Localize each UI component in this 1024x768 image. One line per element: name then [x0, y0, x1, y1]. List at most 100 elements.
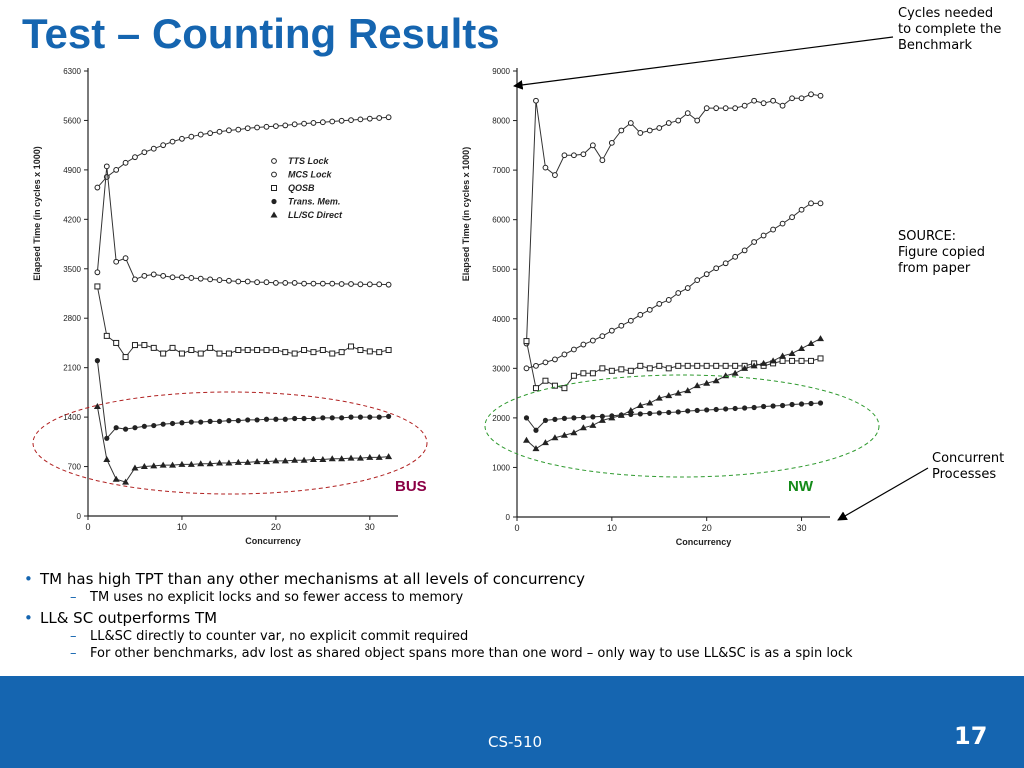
data-point [366, 348, 373, 355]
data-point [169, 274, 176, 281]
data-point [282, 416, 288, 422]
legend-label: QOSB [288, 183, 315, 193]
data-point [770, 97, 776, 104]
data-point [551, 382, 558, 389]
data-point [817, 335, 825, 342]
data-point [319, 280, 326, 287]
data-point [291, 280, 298, 286]
data-point [694, 407, 700, 414]
series-ll-sc-direct [93, 403, 393, 485]
data-point [319, 119, 326, 126]
series-trans-mem- [94, 358, 392, 441]
data-point [646, 365, 653, 372]
data-point [347, 454, 355, 461]
y-tick-label: 6000 [492, 216, 510, 225]
data-point [732, 362, 739, 369]
data-point [789, 214, 795, 221]
data-point [542, 359, 549, 366]
data-point [551, 434, 559, 441]
y-tick-label: 3500 [63, 265, 81, 274]
data-point [291, 121, 298, 128]
data-point [338, 281, 345, 287]
data-point [599, 157, 606, 164]
data-point [751, 239, 758, 245]
data-point [637, 411, 643, 417]
data-point [132, 276, 138, 283]
series-line [97, 116, 389, 188]
data-point [150, 462, 158, 469]
cycles-annotation-line: to complete the [898, 22, 1002, 37]
dash-marker: – [70, 646, 77, 661]
data-point [188, 133, 195, 140]
concurrent-annotation-line: Concurrent [932, 451, 1005, 466]
data-point [808, 400, 814, 407]
data-point [281, 457, 289, 464]
data-point [561, 351, 568, 358]
data-point [522, 436, 530, 443]
chart-legend: TTS Lock MCS Lock QOSB Trans. Mem. LL/SC Dir… [270, 156, 343, 220]
data-point [94, 269, 101, 276]
data-point [646, 399, 654, 406]
series-line [526, 202, 821, 369]
bullet-item: • TM has high TPT than any other mechanis… [22, 570, 1012, 588]
data-point [93, 403, 101, 410]
y-tick-label: 4900 [63, 166, 81, 175]
data-point [197, 131, 204, 138]
data-point [656, 410, 662, 416]
y-tick-label: 1000 [492, 463, 510, 472]
data-point [104, 435, 110, 441]
data-point [94, 184, 101, 191]
data-point [150, 271, 157, 278]
data-point [589, 337, 596, 344]
y-tick-label: 1400 [63, 413, 81, 422]
series-trans-mem- [523, 400, 824, 433]
data-point [301, 280, 307, 287]
course-label: CS-510 [488, 733, 543, 751]
data-point [197, 275, 204, 282]
page-number: 17 [954, 722, 988, 750]
data-point [817, 92, 824, 99]
data-point [253, 458, 261, 465]
y-axis-label: Elapsed Time (in cycles x 1000) [32, 146, 42, 280]
data-point [273, 416, 279, 422]
data-point [751, 404, 757, 411]
data-point [244, 458, 252, 465]
series-line [96, 360, 389, 440]
data-point [675, 409, 681, 415]
y-tick-label: 6300 [63, 67, 81, 76]
data-point [541, 439, 549, 446]
data-point [808, 200, 814, 207]
data-point [570, 372, 577, 379]
legend-label: Trans. Mem. [288, 197, 340, 207]
data-point [618, 127, 625, 134]
y-tick-label: 2000 [492, 414, 510, 423]
data-point [722, 105, 729, 112]
data-point [807, 340, 815, 347]
data-point [348, 117, 354, 123]
data-point [646, 127, 653, 134]
bullet-list: • TM has high TPT than any other mechanis… [22, 566, 1012, 661]
data-point [385, 347, 392, 354]
data-point [665, 365, 672, 372]
data-point [608, 414, 616, 421]
data-point [357, 414, 364, 420]
y-tick-label: 8000 [492, 117, 510, 126]
data-point [310, 280, 317, 287]
data-point [169, 344, 176, 351]
x-tick-label: 30 [797, 523, 807, 533]
data-point [741, 364, 749, 371]
data-point [159, 461, 167, 468]
data-point [207, 130, 214, 137]
series-line [96, 286, 389, 358]
data-point [675, 362, 682, 369]
dash-marker: – [70, 590, 77, 605]
data-point [235, 347, 242, 354]
data-point [270, 211, 278, 218]
data-point [817, 200, 824, 207]
data-point [561, 385, 568, 392]
series-tts-lock [523, 200, 824, 372]
data-point [103, 163, 110, 170]
data-point [329, 280, 336, 287]
data-point [282, 122, 289, 129]
y-tick-label: 5600 [63, 116, 81, 125]
